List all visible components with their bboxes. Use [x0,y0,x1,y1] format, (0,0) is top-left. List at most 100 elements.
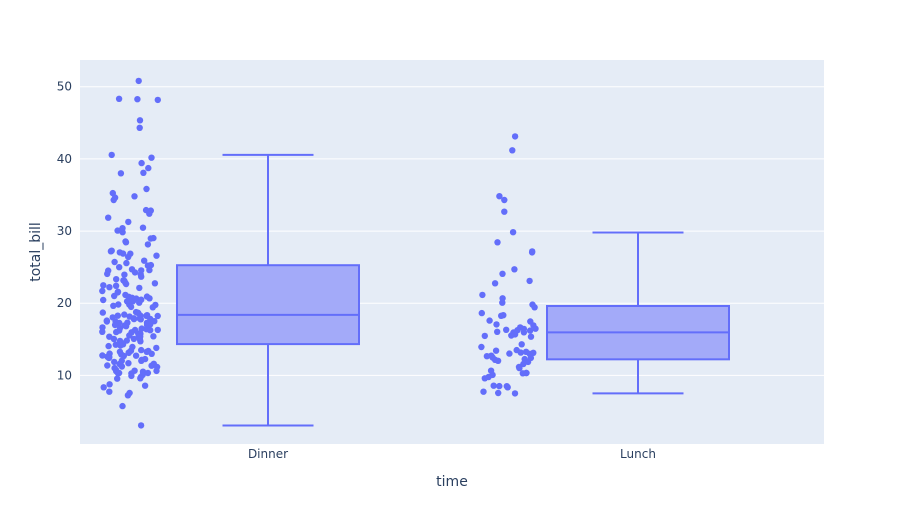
data-point [144,241,152,248]
data-point [138,325,145,332]
box-lunch [546,231,730,395]
data-point [481,375,488,382]
data-point [130,315,138,323]
data-point [479,291,486,299]
data-point [146,266,153,274]
data-point [116,264,123,271]
data-point [107,248,115,255]
data-point [154,326,161,334]
data-point [139,224,147,231]
data-point [144,369,152,377]
data-point [131,193,138,200]
data-point [138,346,145,354]
y-axis-title: total_bill [28,222,44,282]
data-point [494,239,501,246]
data-point [517,349,524,356]
data-point [117,342,124,349]
data-point [118,363,126,370]
data-point [508,332,515,339]
data-point [518,341,525,348]
data-point [108,151,115,159]
data-point [478,309,485,317]
data-point [528,249,536,256]
data-point [481,332,488,340]
data-point [123,259,130,267]
data-point [128,372,135,380]
y-tick-label: 30 [57,224,72,238]
data-point [110,302,117,309]
data-point [99,309,107,316]
data-point [491,280,499,287]
data-point [495,389,502,397]
data-point [125,253,132,261]
data-point [506,350,513,357]
data-point [105,354,113,362]
data-point [148,154,155,161]
data-point [106,388,113,395]
plot-background [80,60,824,444]
data-point [480,388,487,395]
box-dinner [176,153,360,427]
data-point [532,325,539,332]
data-point [138,357,145,364]
data-point [490,382,497,389]
data-point [143,348,150,355]
data-point [136,284,143,292]
data-point [106,284,113,291]
data-point [499,270,506,277]
data-point [106,381,113,388]
data-point [501,196,508,204]
data-point [99,287,106,295]
data-point [519,370,526,377]
data-point [137,316,144,323]
data-point [134,96,141,103]
data-point [511,266,518,273]
data-point [504,384,511,391]
data-point [119,250,127,257]
data-point [100,296,107,304]
boxes [176,153,730,427]
scatter-points [99,77,539,429]
data-point [511,390,519,397]
data-point [121,271,128,278]
data-point [154,312,161,320]
data-point [99,352,106,359]
data-point [526,327,534,334]
data-point [140,169,147,176]
data-point [147,327,154,334]
data-point [120,352,128,360]
data-point [138,273,145,280]
data-point [114,312,122,319]
data-point [153,344,160,352]
data-point [492,347,500,354]
points-dinner [99,77,161,429]
data-point [115,301,122,308]
data-point [111,321,119,329]
iqr-box [176,264,360,346]
data-point [135,77,142,85]
x-axis-title: time [436,474,468,490]
data-point [138,159,145,167]
data-point [125,349,132,356]
data-point [126,332,133,339]
data-point [509,147,516,154]
data-point [127,303,135,311]
data-point [153,367,160,375]
data-point [111,258,118,266]
data-point [151,280,159,287]
data-point [511,133,519,140]
data-point [103,318,111,325]
data-point [147,235,154,242]
data-point [478,343,485,351]
data-point [148,362,155,369]
data-point [136,124,143,131]
x-tick-labels: Dinner Lunch [248,447,656,461]
data-point [112,282,120,289]
data-point [114,227,121,234]
data-point [105,214,112,221]
data-point [154,96,161,104]
data-point [146,210,153,217]
data-point [100,282,107,289]
points-lunch [478,133,539,397]
data-point [509,229,517,236]
